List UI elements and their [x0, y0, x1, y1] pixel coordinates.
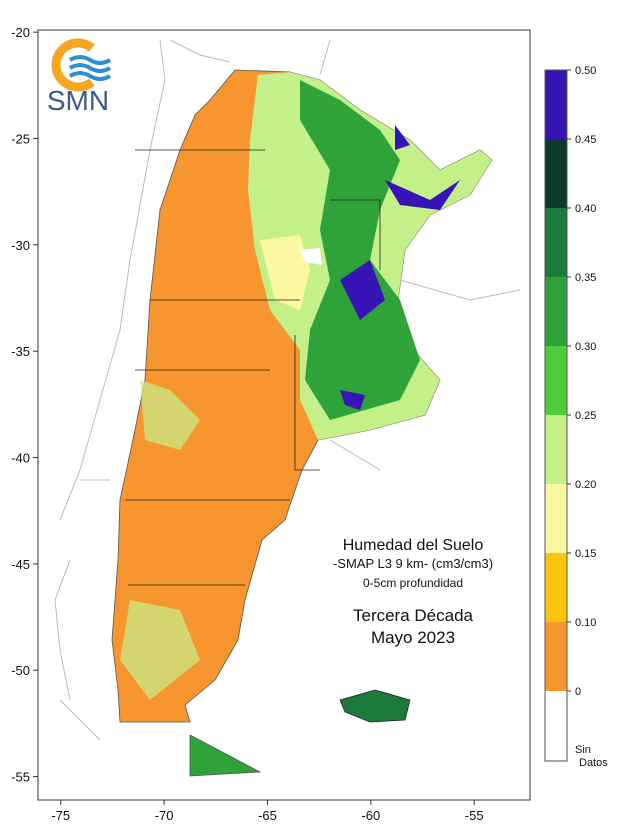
y-tick-label: -25	[11, 131, 30, 146]
colorbar-label: 0.10	[575, 617, 596, 629]
neighbor-borders	[54, 39, 521, 741]
logo-text: SMN	[47, 85, 109, 116]
colorbar-band	[545, 139, 567, 208]
colorbar-label: 0.45	[575, 134, 596, 146]
x-tick-label: -60	[361, 808, 380, 823]
map-date: Mayo 2023	[371, 628, 455, 647]
no-data-label: Sin	[575, 744, 591, 756]
x-tick-label: -75	[51, 808, 70, 823]
colorbar-label: 0.20	[575, 479, 596, 491]
colorbar-band	[545, 346, 567, 415]
x-tick-label: -55	[465, 808, 484, 823]
colorbar-band	[545, 484, 567, 553]
y-tick-label: -35	[11, 344, 30, 359]
wet-region	[300, 80, 420, 420]
green-patch	[120, 380, 200, 700]
y-tick-label: -40	[11, 451, 30, 466]
colorbar-label: 0.30	[575, 341, 596, 353]
colorbar-label: 0.15	[575, 548, 596, 560]
no-data-patch	[300, 248, 322, 265]
colorbar-label: 0.40	[575, 203, 596, 215]
colorbar-band	[545, 277, 567, 346]
colorbar-band	[545, 553, 567, 622]
province-borders	[125, 149, 381, 586]
tierra-del-fuego	[189, 734, 262, 777]
colorbar-band	[545, 70, 567, 139]
malvinas	[339, 689, 411, 723]
colorbar-label: 0.35	[575, 272, 596, 284]
map-period: Tercera Década	[353, 606, 474, 625]
map-depth: 0-5cm profundidad	[363, 576, 463, 590]
colorbar-band	[545, 415, 567, 484]
y-tick-label: -50	[11, 663, 30, 678]
y-tick-label: -45	[11, 557, 30, 572]
map-subtitle: -SMAP L3 9 km- (cm3/cm3)	[333, 556, 493, 571]
y-tick-label: -55	[11, 770, 30, 785]
y-tick-label: -30	[11, 238, 30, 253]
colorbar-band	[545, 622, 567, 691]
colorbar-label: 0.50	[575, 65, 596, 77]
x-tick-label: -70	[155, 808, 174, 823]
colorbar-no-data	[545, 691, 567, 761]
no-data-label: Datos	[579, 757, 608, 769]
colorbar-label: 0	[575, 686, 581, 698]
logo: SMN	[47, 38, 112, 116]
saturated-patch	[340, 125, 460, 410]
dry-patch	[260, 235, 310, 310]
colorbar-label: 0.25	[575, 410, 596, 422]
map-title: Humedad del Suelo	[343, 537, 484, 554]
colorbar-band	[545, 208, 567, 277]
x-tick-label: -65	[258, 808, 277, 823]
logo-waves	[68, 55, 112, 81]
map-shapes	[54, 39, 521, 777]
y-tick-label: -20	[11, 25, 30, 40]
logo-sun	[51, 38, 95, 92]
